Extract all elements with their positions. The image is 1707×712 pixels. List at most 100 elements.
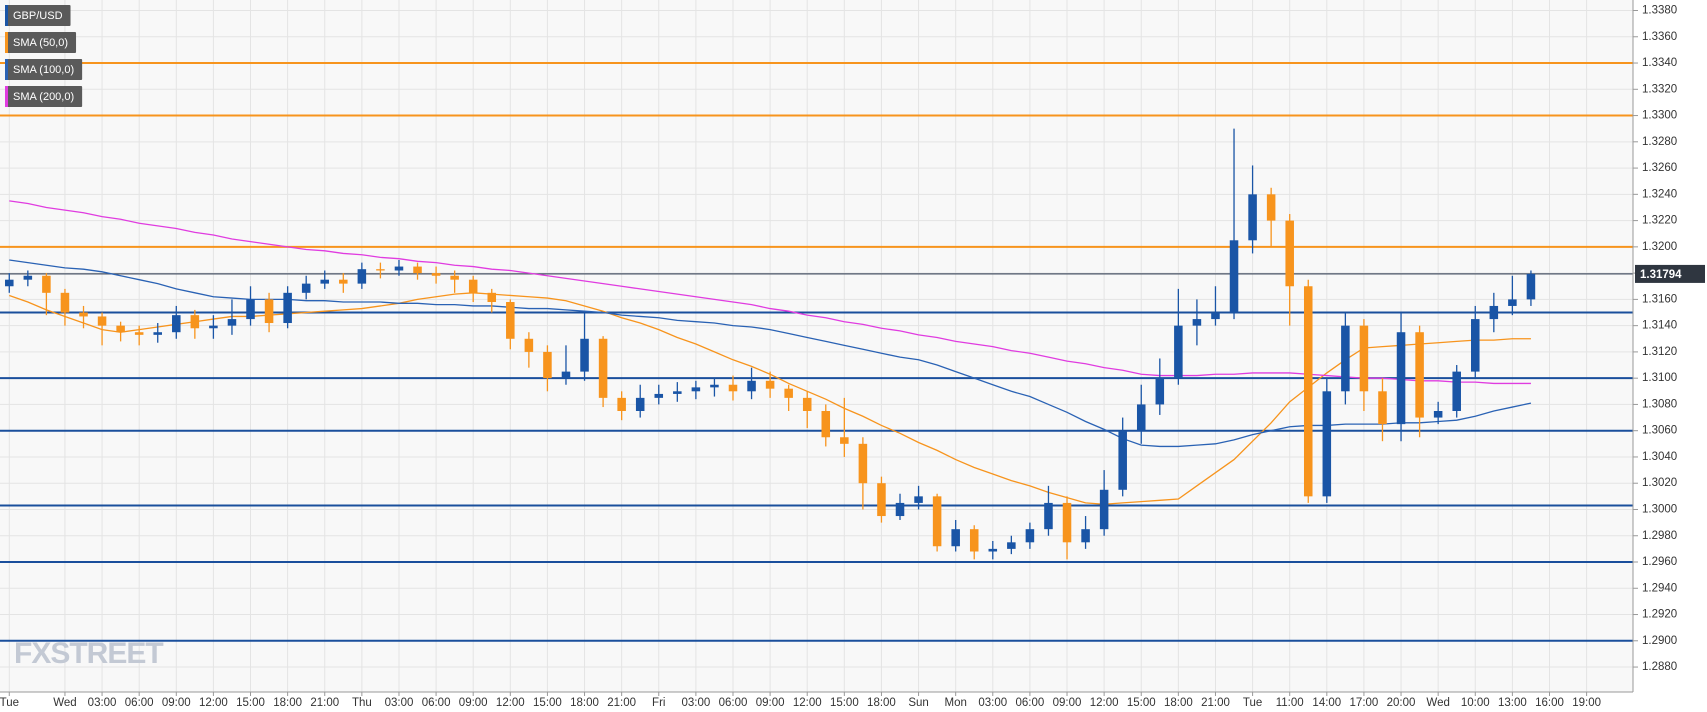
- y-tick-label: 1.2980: [1642, 530, 1677, 542]
- candle-body: [877, 483, 886, 517]
- candle-body: [116, 325, 125, 333]
- candle-body: [1489, 305, 1499, 320]
- candle-body: [1396, 332, 1406, 425]
- candle-body: [1508, 299, 1517, 306]
- candle-body: [1174, 325, 1183, 379]
- x-tick-label: Wed: [1426, 697, 1449, 709]
- x-tick-label: 16:00: [1535, 697, 1564, 709]
- candle-body: [431, 273, 441, 276]
- x-tick-label: 03:00: [88, 697, 117, 709]
- y-tick-label: 1.2960: [1642, 556, 1677, 568]
- candle-body: [506, 302, 515, 339]
- candles: [5, 128, 1536, 560]
- y-tick-label: 1.2900: [1642, 635, 1677, 647]
- x-tick-label: 09:00: [1053, 697, 1082, 709]
- candle-body: [802, 397, 812, 411]
- legend-swatch: [5, 32, 8, 53]
- x-tick-label: 18:00: [867, 697, 896, 709]
- x-tick-label: 03:00: [385, 697, 414, 709]
- candle-body: [153, 332, 163, 335]
- candle-body: [1007, 542, 1016, 549]
- candle-body: [1433, 410, 1443, 418]
- candle-body: [1266, 194, 1276, 221]
- candle-body: [524, 338, 534, 352]
- x-tick-label: Tue: [0, 697, 19, 709]
- candle-body: [988, 548, 998, 552]
- candle-body: [209, 325, 218, 329]
- candle-body: [951, 529, 960, 547]
- x-tick-label: 18:00: [273, 697, 302, 709]
- y-tick-label: 1.3240: [1642, 188, 1677, 200]
- candle-body: [97, 316, 107, 326]
- legend: GBP/USD SMA (50,0) SMA (100,0) SMA (200,0): [5, 5, 83, 107]
- x-tick-label: 14:00: [1312, 697, 1341, 709]
- candle-body: [654, 393, 664, 398]
- candle-body: [172, 315, 181, 333]
- candle-body: [691, 387, 701, 392]
- candle-body: [1044, 502, 1053, 530]
- sma-line: [9, 259, 1532, 448]
- candle-body: [339, 279, 348, 284]
- y-tick-label: 1.3200: [1642, 241, 1677, 253]
- x-tick-label: 20:00: [1387, 697, 1416, 709]
- legend-swatch: [5, 59, 8, 80]
- candle-body: [1341, 325, 1350, 392]
- legend-swatch: [5, 86, 8, 107]
- candle-body: [1099, 489, 1109, 530]
- y-tick-label: 1.3380: [1642, 5, 1677, 17]
- y-tick-label: 1.3040: [1642, 451, 1677, 463]
- candle-body: [932, 496, 942, 547]
- x-tick-label: 03:00: [681, 697, 710, 709]
- candle-body: [1303, 286, 1313, 497]
- legend-label: SMA (100,0): [13, 64, 74, 76]
- candle-body: [190, 315, 200, 329]
- candle-body: [1415, 332, 1424, 418]
- candle-body: [858, 443, 868, 484]
- x-tick-label: 15:00: [236, 697, 265, 709]
- candle-body: [1470, 319, 1480, 372]
- y-tick-label: 1.3080: [1642, 398, 1677, 410]
- x-tick-label: 12:00: [793, 697, 822, 709]
- x-tick-label: Thu: [352, 697, 372, 709]
- candle-body: [1248, 194, 1257, 241]
- x-tick-label: Wed: [53, 697, 76, 709]
- x-tick-label: 18:00: [1164, 697, 1193, 709]
- candle-body: [617, 397, 626, 411]
- x-tick-label: 15:00: [1127, 697, 1156, 709]
- sma-line: [9, 200, 1531, 385]
- x-tick-label: 21:00: [1201, 697, 1230, 709]
- legend-box: [5, 86, 83, 107]
- x-tick-label: 12:00: [199, 697, 228, 709]
- candle-body: [1025, 529, 1035, 543]
- logo: FXSTREET: [14, 637, 163, 670]
- x-tick-label: 06:00: [1016, 697, 1045, 709]
- x-tick-label: 21:00: [310, 697, 339, 709]
- y-tick-label: 1.3000: [1642, 504, 1677, 516]
- candle-body: [394, 266, 404, 271]
- candle-body: [580, 338, 589, 372]
- candle-body: [60, 292, 70, 313]
- candle-body: [246, 299, 255, 320]
- y-tick-label: 1.3260: [1642, 162, 1677, 174]
- y-tick-label: 1.3360: [1642, 31, 1677, 43]
- x-tick-label: Tue: [1243, 697, 1262, 709]
- legend-label: SMA (50,0): [13, 37, 68, 49]
- candle-body: [413, 266, 422, 274]
- y-tick-label: 1.3120: [1642, 346, 1677, 358]
- x-tick-label: 19:00: [1572, 697, 1601, 709]
- y-tick-label: 1.3060: [1642, 425, 1677, 437]
- last-price-label: 1.31794: [1640, 269, 1682, 281]
- x-tick-label: 15:00: [533, 697, 562, 709]
- x-tick-label: 03:00: [978, 697, 1007, 709]
- x-tick-label: 21:00: [607, 697, 636, 709]
- candle-body: [450, 275, 459, 280]
- y-tick-label: 1.3280: [1642, 136, 1677, 148]
- candle-body: [1211, 312, 1220, 320]
- x-tick-label: 12:00: [1090, 697, 1119, 709]
- candle-body: [1322, 391, 1332, 497]
- candle-body: [487, 292, 497, 303]
- x-tick-label: Mon: [944, 697, 966, 709]
- candle-body: [969, 529, 979, 552]
- y-tick-label: 1.3300: [1642, 110, 1677, 122]
- candle-body: [227, 319, 237, 326]
